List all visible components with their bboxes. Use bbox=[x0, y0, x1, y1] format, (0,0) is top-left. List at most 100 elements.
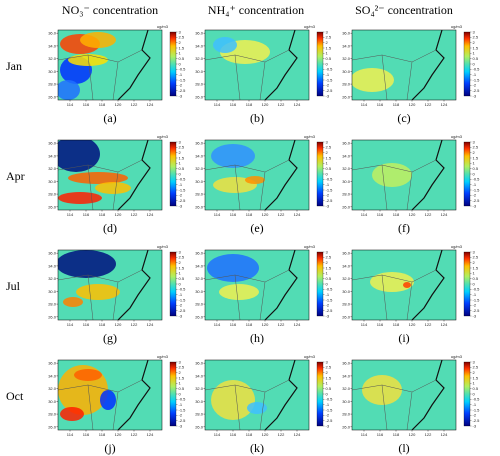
row-label: Oct bbox=[6, 389, 24, 403]
x-tick-label: 116 bbox=[83, 322, 90, 327]
unit-label: ug/m3 bbox=[304, 244, 316, 249]
x-tick-label: 122 bbox=[425, 432, 432, 437]
colorbar bbox=[169, 31, 177, 97]
x-tick-label: 114 bbox=[67, 212, 74, 217]
y-tick-label: 36.0 bbox=[195, 31, 204, 36]
colorbar-tick-label: -2 bbox=[473, 413, 477, 418]
map-frame bbox=[57, 139, 163, 211]
x-tick-label: 116 bbox=[230, 432, 237, 437]
x-tick-label: 114 bbox=[67, 322, 74, 327]
row-label: Jan bbox=[6, 59, 22, 73]
panel: 114 116 118 120 122 12436.034.032.030.028.026… bbox=[48, 24, 186, 125]
field-blob bbox=[58, 80, 80, 100]
colorbar-tick-label: -2.5 bbox=[326, 308, 334, 313]
x-tick-label: 116 bbox=[230, 322, 237, 327]
map bbox=[58, 250, 162, 320]
colorbar-tick-label: 0 bbox=[326, 391, 329, 396]
x-tick-label: 120 bbox=[115, 432, 122, 437]
colorbar-tick-label: 2.5 bbox=[473, 35, 479, 40]
colorbar-tick-label: -1.5 bbox=[473, 77, 481, 82]
colorbar-tick-label: 1 bbox=[473, 271, 476, 276]
x-tick-label: 124 bbox=[147, 102, 154, 107]
colorbar-tick-label: -2 bbox=[326, 413, 330, 418]
x-tick-label: 114 bbox=[67, 102, 74, 107]
colorbar-tick-label: 2.5 bbox=[179, 255, 185, 260]
panel: 114 116 118 120 122 12436.034.032.030.028.026… bbox=[342, 134, 480, 235]
colorbar bbox=[463, 31, 471, 97]
y-tick-label: 30.0 bbox=[342, 179, 351, 184]
colorbar-tick-label: -3 bbox=[473, 203, 477, 208]
y-tick-label: 28.0 bbox=[195, 412, 204, 417]
x-tick-label: 118 bbox=[99, 432, 106, 437]
colorbar bbox=[463, 251, 471, 317]
map-frame bbox=[351, 359, 457, 431]
coastline bbox=[411, 250, 445, 320]
x-tick-label: 116 bbox=[83, 432, 90, 437]
x-tick-label: 114 bbox=[214, 212, 221, 217]
panel-label: (h) bbox=[250, 331, 264, 345]
colorbar-tick-label: 2.5 bbox=[473, 255, 479, 260]
colorbar-tick-label: 0.5 bbox=[326, 386, 332, 391]
x-tick-label: 116 bbox=[377, 102, 384, 107]
panel: 114 116 118 120 122 12436.034.032.030.028.026… bbox=[342, 244, 480, 345]
y-tick-label: 28.0 bbox=[48, 82, 57, 87]
panel: 114 116 118 120 122 12436.034.032.030.028.026… bbox=[195, 354, 333, 455]
colorbar-tick-label: 0 bbox=[473, 391, 476, 396]
colorbar-tick-label: -2 bbox=[473, 83, 477, 88]
map-frame bbox=[204, 29, 310, 101]
x-tick-label: 120 bbox=[409, 432, 416, 437]
colorbar-tick-label: -1.5 bbox=[179, 187, 187, 192]
colorbar-tick-label: -0.5 bbox=[326, 287, 334, 292]
colorbar-tick-label: 1.5 bbox=[179, 265, 185, 270]
x-tick-label: 122 bbox=[131, 212, 138, 217]
borders bbox=[205, 269, 290, 320]
colorbar-tick-label: -2 bbox=[179, 83, 183, 88]
unit-label: ug/m3 bbox=[304, 24, 316, 29]
panel: 114 116 118 120 122 12436.034.032.030.028.026… bbox=[48, 134, 186, 235]
y-tick-label: 32.0 bbox=[48, 166, 57, 171]
map-frame bbox=[57, 249, 163, 321]
y-tick-label: 32.0 bbox=[342, 56, 351, 61]
x-tick-label: 122 bbox=[425, 212, 432, 217]
y-tick-label: 26.0 bbox=[48, 424, 57, 429]
y-tick-label: 36.0 bbox=[342, 251, 351, 256]
map-frame bbox=[57, 359, 163, 431]
colorbar-tick-label: 1.5 bbox=[179, 45, 185, 50]
colorbar-tick-label: -2 bbox=[473, 193, 477, 198]
colorbar-tick-label: -0.5 bbox=[473, 397, 481, 402]
colorbar-tick-label: 3 bbox=[326, 249, 329, 254]
x-tick-label: 124 bbox=[147, 432, 154, 437]
colorbar-tick-label: 2 bbox=[473, 260, 476, 265]
y-tick-label: 26.0 bbox=[195, 204, 204, 209]
colorbar-tick-label: -2.5 bbox=[473, 198, 481, 203]
column-title: NO₃⁻ concentration bbox=[62, 3, 158, 17]
x-tick-label: 116 bbox=[230, 212, 237, 217]
colorbar-tick-label: 0.5 bbox=[179, 56, 185, 61]
y-tick-label: 36.0 bbox=[342, 361, 351, 366]
coastline bbox=[411, 30, 445, 100]
x-tick-label: 118 bbox=[246, 432, 253, 437]
panel-label: (d) bbox=[103, 221, 117, 235]
map-frame bbox=[204, 249, 310, 321]
colorbar-tick-label: -1 bbox=[473, 182, 477, 187]
x-tick-label: 122 bbox=[425, 102, 432, 107]
y-tick-label: 32.0 bbox=[195, 56, 204, 61]
y-tick-label: 32.0 bbox=[48, 56, 57, 61]
field-blob bbox=[219, 284, 259, 300]
x-tick-label: 118 bbox=[246, 212, 253, 217]
colorbar-tick-label: 1.5 bbox=[179, 375, 185, 380]
map bbox=[352, 30, 456, 100]
x-tick-label: 116 bbox=[83, 212, 90, 217]
borders bbox=[58, 269, 143, 320]
colorbar bbox=[169, 141, 177, 207]
y-tick-label: 28.0 bbox=[48, 302, 57, 307]
colorbar-tick-label: -1.5 bbox=[473, 187, 481, 192]
y-tick-label: 30.0 bbox=[195, 289, 204, 294]
x-tick-label: 114 bbox=[214, 102, 221, 107]
map bbox=[58, 360, 162, 430]
colorbar-tick-label: -0.5 bbox=[326, 67, 334, 72]
colorbar-tick-label: 0.5 bbox=[326, 56, 332, 61]
field-blob bbox=[211, 144, 255, 168]
x-tick-label: 116 bbox=[83, 102, 90, 107]
y-tick-label: 28.0 bbox=[342, 82, 351, 87]
